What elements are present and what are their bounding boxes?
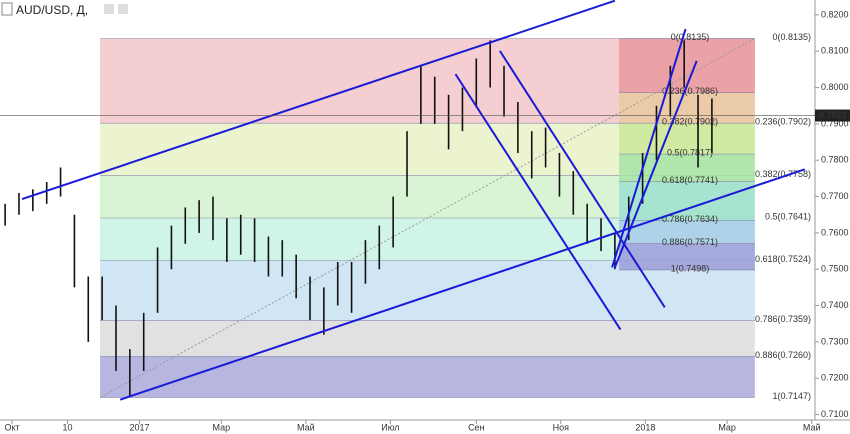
fib-label: 0.5(0.7817) [667, 147, 713, 157]
fib-label: 0.236(0.7986) [662, 86, 718, 96]
y-tick-label: 0.8200 [821, 9, 849, 19]
fib-zone [100, 260, 755, 321]
x-tick-label: 2018 [635, 422, 655, 432]
fib-label: 0.5(0.7641) [765, 211, 811, 221]
fib-label: 0(0.8135) [671, 32, 710, 42]
trend-line [611, 28, 687, 268]
x-tick-label: Май [297, 422, 315, 432]
last-price-label: 0.7923 [819, 110, 847, 120]
y-tick-label: 0.7300 [821, 336, 849, 346]
x-tick-label: 10 [62, 422, 72, 432]
fib-zone [619, 92, 755, 124]
y-tick-label: 0.7900 [821, 118, 849, 128]
fib-zone [619, 220, 755, 244]
fib-zone [100, 320, 755, 357]
fib-label: 0.618(0.7524) [755, 254, 811, 264]
y-tick-label: 0.7500 [821, 264, 849, 274]
x-tick-label: Июл [381, 422, 399, 432]
y-tick-label: 0.8000 [821, 82, 849, 92]
fib-label: 1(0.7498) [671, 263, 710, 273]
x-tick-label: 2017 [130, 422, 150, 432]
icon [1, 2, 13, 16]
x-tick-label: Окт [4, 422, 19, 432]
fib-label: 0.236(0.7902) [755, 117, 811, 127]
trend-line [21, 0, 616, 201]
x-tick-label: Мар [213, 422, 231, 432]
symbol[interactable]: AUD/USD, Д, [16, 3, 88, 17]
fib-label: 0.886(0.7260) [755, 350, 811, 360]
fib-zone [619, 243, 755, 270]
x-tick-label: Мар [718, 422, 736, 432]
header: AUD/USD, Д, [1, 2, 128, 17]
icon[interactable] [118, 4, 128, 14]
trend-line [119, 168, 806, 401]
icon[interactable] [104, 4, 114, 14]
fib-label: 0.886(0.7571) [662, 237, 718, 247]
fib-zone [100, 356, 755, 398]
trend-line [613, 60, 698, 268]
fib-label: 0.618(0.7741) [662, 175, 718, 185]
fib-label: 0.382(0.7758) [755, 169, 811, 179]
fib-zone [619, 154, 755, 182]
y-tick-label: 0.7800 [821, 155, 849, 165]
y-tick-label: 0.7700 [821, 191, 849, 201]
fib-zone [619, 123, 755, 155]
fib-label: 1(0.7147) [772, 391, 811, 401]
fib-label: 0.382(0.7902) [662, 117, 718, 127]
x-tick-label: Май [803, 422, 821, 432]
y-tick-label: 0.8100 [821, 46, 849, 56]
fib-trend [99, 38, 756, 398]
y-tick-label: 0.7600 [821, 227, 849, 237]
y-tick-label: 0.7200 [821, 373, 849, 383]
plot-area: 0(0.8135) 0.236(0.7902) 0.382(0.7758) 0.5(0… [4, 0, 811, 401]
x-tick-label: Сен [468, 422, 485, 432]
trend-line [499, 50, 666, 308]
fib-label: 0.786(0.7634) [662, 214, 718, 224]
last-price-box [815, 109, 850, 122]
y-tick-label: 0.7400 [821, 300, 849, 310]
x-tick-label: Ноя [553, 422, 570, 432]
trend-line [454, 73, 622, 331]
y-tick-label: 0.7100 [821, 409, 849, 419]
fib-label: 0.786(0.7359) [755, 314, 811, 324]
fib-label: 0(0.8135) [772, 32, 811, 42]
